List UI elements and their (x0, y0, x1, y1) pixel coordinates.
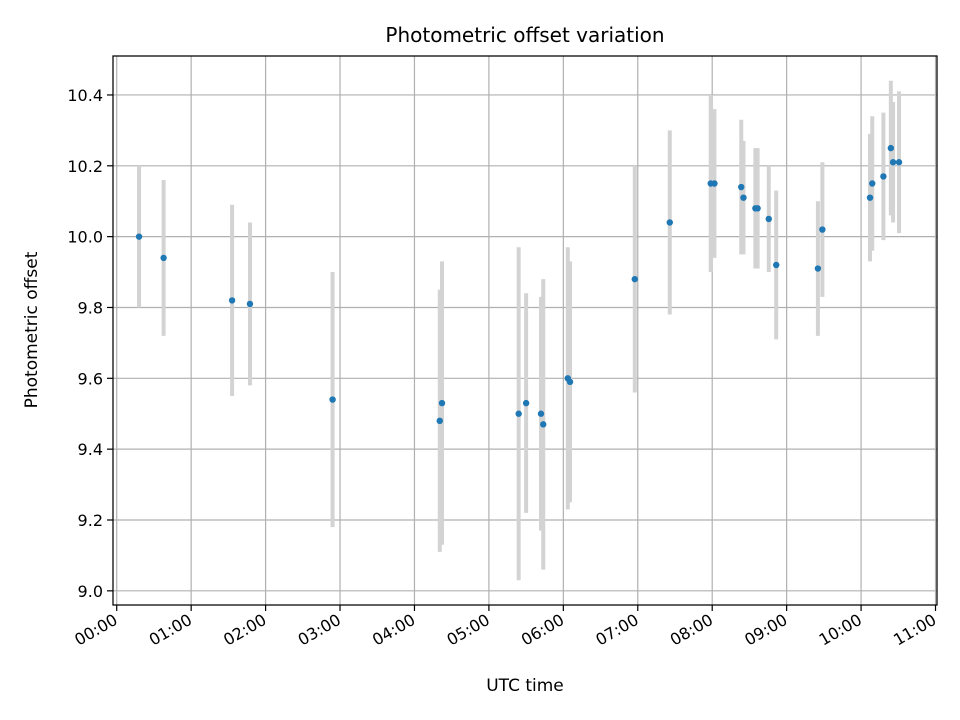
x-tick-label: 11:00 (890, 610, 939, 650)
data-point (246, 300, 254, 308)
data-point (866, 194, 874, 201)
x-tick-label: 04:00 (369, 610, 418, 650)
data-point (631, 275, 638, 283)
data-point (228, 297, 236, 304)
data-point (869, 180, 876, 187)
data-point (135, 233, 143, 240)
x-tick-label: 02:00 (220, 610, 269, 650)
y-tick-label: 10.4 (67, 86, 103, 105)
y-axis-title: Photometric offset (22, 251, 42, 408)
data-point (740, 194, 747, 201)
tick-layer: 00:00 01:00 02:00 03:00 04:00 05:00 06:00 07:00… (67, 86, 939, 650)
plot-frame (112, 55, 938, 606)
data-point (773, 261, 780, 269)
data-point (566, 378, 574, 386)
data-point (540, 421, 547, 428)
data-point (438, 399, 446, 407)
data-point (537, 410, 545, 417)
y-tick-label: 9.0 (78, 582, 103, 601)
data-point (711, 180, 718, 187)
x-tick-label: 09:00 (741, 610, 790, 650)
x-axis-title: UTC time (486, 676, 564, 696)
data-point (160, 254, 167, 262)
y-tick-label: 9.8 (78, 298, 103, 317)
data-point (880, 173, 887, 180)
data-point (436, 417, 443, 425)
data-point (738, 183, 745, 191)
y-tick-label: 10.0 (67, 228, 103, 247)
x-tick-label: 08:00 (667, 610, 716, 650)
y-tick-label: 9.4 (78, 440, 103, 459)
data-point (819, 226, 826, 233)
x-tick-label: 00:00 (71, 610, 120, 650)
data-point (887, 144, 895, 152)
data-point (765, 215, 772, 223)
data-point (515, 410, 522, 417)
data-point (522, 399, 530, 407)
x-tick-label: 01:00 (146, 610, 195, 650)
y-tick-label: 9.2 (78, 511, 103, 530)
x-tick-label: 07:00 (592, 610, 641, 650)
chart-title: Photometric offset variation (385, 23, 664, 47)
data-point (754, 205, 761, 212)
y-tick-label: 9.6 (78, 369, 103, 388)
x-tick-label: 10:00 (816, 610, 865, 650)
errorbar-layer (137, 80, 902, 581)
y-tick-label: 10.2 (67, 157, 103, 176)
data-point (895, 159, 903, 166)
x-tick-label: 06:00 (518, 610, 567, 650)
data-point (329, 396, 336, 403)
x-tick-label: 03:00 (295, 610, 344, 650)
data-point (889, 159, 897, 166)
point-layer (135, 144, 903, 428)
x-tick-label: 05:00 (443, 610, 492, 650)
data-point (666, 219, 673, 226)
data-point (814, 265, 822, 272)
